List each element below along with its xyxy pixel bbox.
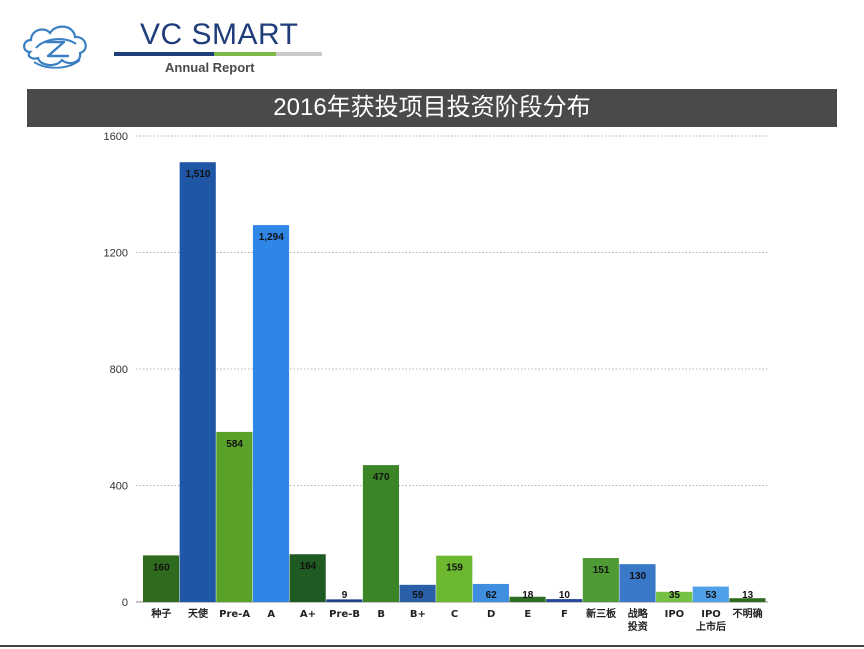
bottom-divider (0, 645, 864, 647)
x-tick-label: IPO (701, 609, 721, 620)
x-tick-label: 种子 (150, 607, 171, 620)
data-label: 35 (669, 590, 681, 601)
data-label: 62 (486, 590, 498, 601)
x-tick-label: F (561, 609, 568, 620)
data-label: 10 (559, 590, 571, 601)
data-label: 130 (629, 571, 646, 582)
x-tick-label: 不明确 (733, 607, 763, 620)
data-label: 9 (342, 590, 348, 601)
x-tick-label: 战略 (628, 607, 649, 620)
data-label: 59 (412, 590, 424, 601)
x-tick-label: 天使 (188, 607, 209, 620)
bar (656, 591, 693, 602)
vc-smart-logo (23, 25, 87, 69)
bar (692, 586, 729, 602)
data-label: 1,510 (185, 169, 210, 180)
data-label: 159 (446, 563, 463, 574)
bar (436, 555, 473, 602)
y-tick-label: 1600 (104, 131, 128, 143)
x-tick-label: D (487, 609, 495, 620)
data-label: 1,294 (259, 232, 284, 243)
bar (179, 162, 216, 602)
y-tick-label: 400 (110, 481, 128, 493)
data-label: 18 (522, 590, 534, 601)
bar (289, 554, 326, 602)
x-tick-label: A+ (300, 609, 316, 620)
bar (619, 564, 656, 602)
brand-name: VC SMART (140, 18, 299, 51)
x-tick-label: E (524, 609, 531, 620)
brand-underline (114, 52, 322, 56)
bar (729, 598, 766, 602)
annual-report-subtitle: Annual Report (165, 60, 255, 75)
x-tick-label: B (377, 609, 385, 620)
bar (326, 599, 363, 602)
x-tick-label: Pre-A (219, 609, 250, 620)
data-label: 151 (593, 565, 610, 576)
x-tick-label: B+ (410, 609, 426, 620)
chart-title: 2016年获投项目投资阶段分布 (27, 89, 837, 127)
data-label: 53 (705, 590, 717, 601)
data-label: 584 (226, 439, 243, 450)
data-label: 164 (300, 561, 317, 572)
bar (216, 431, 253, 602)
bar (472, 583, 509, 602)
bar (546, 599, 583, 602)
y-tick-label: 0 (122, 597, 128, 609)
x-tick-label: 投资 (628, 620, 648, 633)
x-tick-label: 上市后 (696, 620, 726, 633)
x-tick-label: C (451, 609, 458, 620)
x-tick-label: 新三板 (586, 607, 617, 620)
bar (399, 584, 436, 602)
y-tick-label: 800 (110, 364, 128, 376)
bar (252, 225, 290, 602)
data-label: 160 (153, 562, 170, 573)
y-tick-label: 1200 (104, 248, 128, 260)
bar (362, 465, 400, 602)
x-tick-label: A (267, 609, 275, 620)
bar (143, 555, 180, 602)
x-tick-label: Pre-B (329, 609, 360, 620)
bar (582, 558, 619, 602)
data-label: 13 (742, 590, 754, 601)
x-tick-label: IPO (665, 609, 685, 620)
bar (509, 596, 546, 602)
data-label: 470 (373, 472, 390, 483)
